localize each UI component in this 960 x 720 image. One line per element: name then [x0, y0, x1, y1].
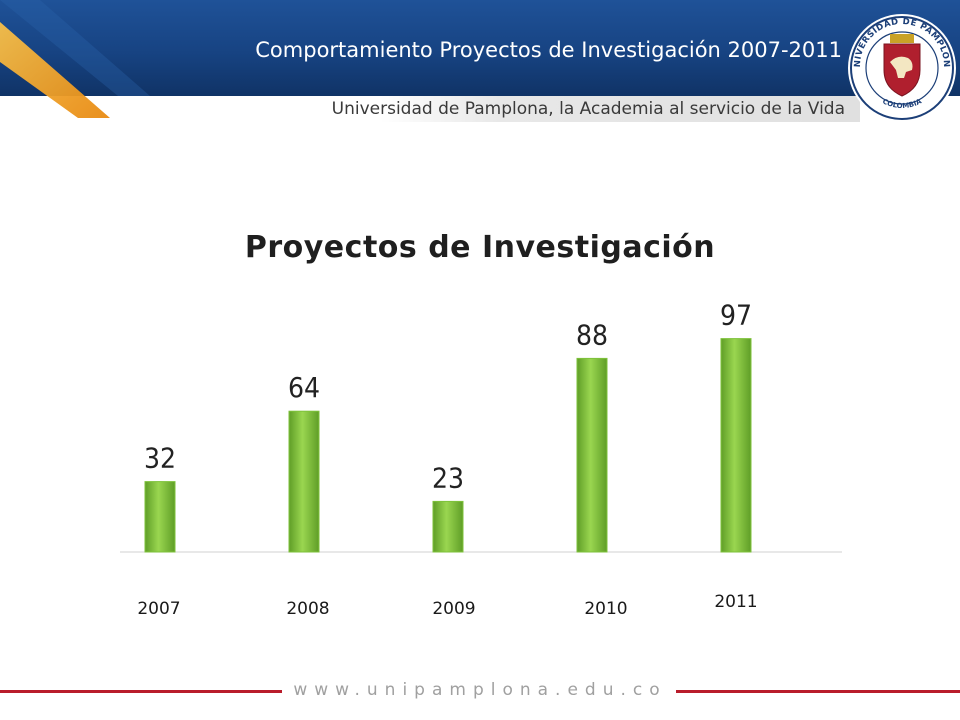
university-slogan: Universidad de Pamplona, la Academia al … — [331, 99, 845, 119]
x-tick-label-2009: 2009 — [432, 599, 475, 619]
bar-2009 — [432, 500, 464, 553]
orange-accent-stripe — [0, 0, 150, 118]
subtitle-band — [380, 96, 860, 122]
x-tick-label-2007: 2007 — [137, 599, 180, 619]
data-label-2008: 64 — [288, 371, 320, 404]
bar-2010 — [576, 357, 608, 553]
data-label-2010: 88 — [576, 318, 608, 351]
page-title: Comportamiento Proyectos de Investigació… — [255, 38, 842, 62]
footer-website-link[interactable]: www.unipamplona.edu.co — [293, 680, 667, 700]
university-seal-icon: UNIVERSIDAD DE PAMPLONA COLOMBIA — [846, 4, 956, 122]
bar-2011 — [720, 338, 752, 553]
bar-chart: 32 2007 64 2008 23 2009 88 2010 97 2011 — [120, 299, 842, 619]
header-banner — [0, 0, 960, 96]
bar-2007 — [144, 481, 176, 553]
chart-title: Proyectos de Investigación — [244, 230, 716, 265]
footer-divider-right — [676, 690, 960, 693]
x-tick-label-2008: 2008 — [286, 599, 329, 619]
footer-divider-left — [0, 690, 282, 693]
data-label-2007: 32 — [144, 442, 176, 475]
data-label-2009: 23 — [432, 461, 464, 494]
bar-2008 — [288, 410, 320, 553]
data-label-2011: 97 — [720, 299, 752, 332]
x-tick-label-2010: 2010 — [584, 599, 627, 619]
x-tick-label-2011: 2011 — [714, 592, 757, 612]
